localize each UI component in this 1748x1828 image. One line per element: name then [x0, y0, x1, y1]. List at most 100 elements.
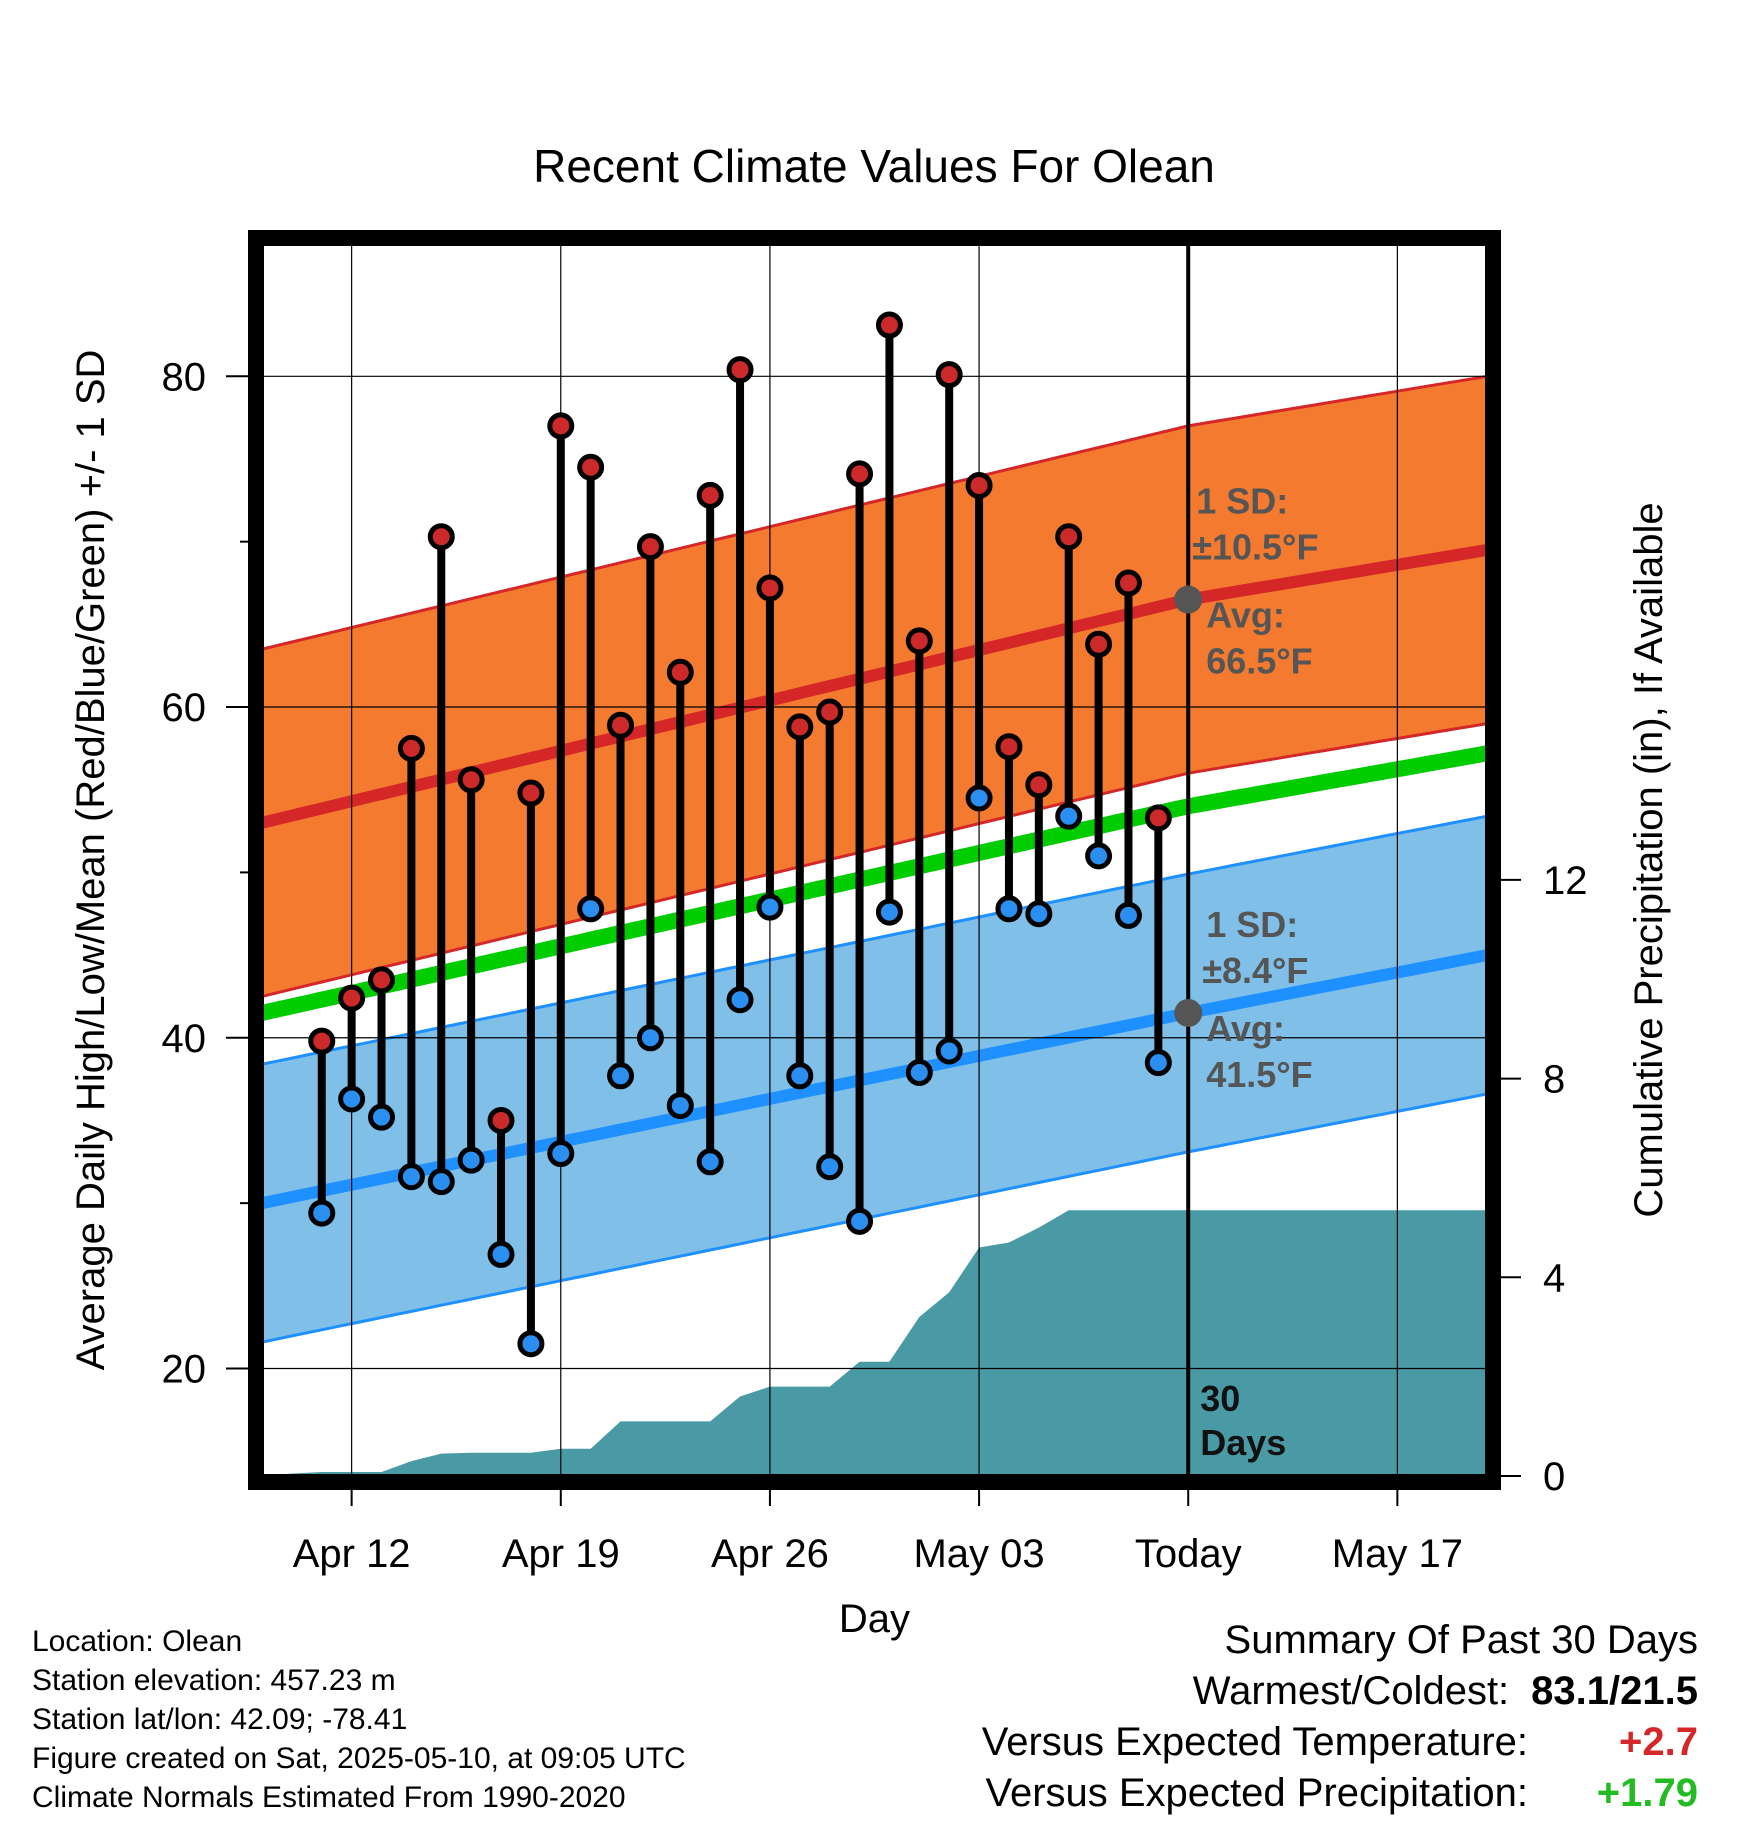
x-tick-label: Apr 12 — [293, 1532, 411, 1576]
obs-low-dot — [1055, 802, 1083, 830]
obs-high-dot — [636, 533, 664, 561]
obs-low-dot — [875, 898, 903, 926]
obs-high-dot — [786, 713, 814, 741]
obs-high-dot — [905, 627, 933, 655]
temp-label: Versus Expected Temperature: — [981, 1720, 1528, 1764]
precip-value: +1.79 — [1596, 1771, 1698, 1815]
y-axis-label: Average Daily High/Low/Mean (Red/Blue/Gr… — [69, 350, 113, 1371]
low-sd-upper-line — [262, 814, 1487, 1066]
x-tick-label: Today — [1135, 1532, 1242, 1576]
x-tick-label: May 03 — [913, 1532, 1044, 1576]
obs-high-dot — [427, 523, 455, 551]
obs-high-dot — [577, 453, 605, 481]
days-count: 30 — [1200, 1378, 1240, 1419]
summary-precip-row: Versus Expected Precipitation: +1.79 — [982, 1768, 1698, 1819]
obs-high-dot — [1055, 523, 1083, 551]
obs-high-dot — [487, 1106, 515, 1134]
station-info: Location: Olean Station elevation: 457.2… — [32, 1622, 686, 1817]
obs-low-dot — [666, 1092, 694, 1120]
obs-high-dot — [965, 471, 993, 499]
obs-high-dot — [547, 412, 575, 440]
obs-low-dot — [995, 895, 1023, 923]
precip-label: Versus Expected Precipitation: — [985, 1771, 1528, 1815]
obs-high-dot — [846, 460, 874, 488]
high-sd-value: ±10.5°F — [1192, 527, 1318, 568]
obs-low-dot — [308, 1199, 336, 1227]
obs-low-dot — [726, 986, 754, 1014]
obs-low-dot — [696, 1148, 724, 1176]
obs-low-dot — [786, 1062, 814, 1090]
normal-mean-line — [262, 745, 1487, 1021]
annotations: 1 SD: ±10.5°F Avg: 66.5°F 1 SD: ±8.4°F Avg: 41.… — [1192, 481, 1318, 1463]
obs-high-dot — [816, 698, 844, 726]
obs-low-dot — [427, 1168, 455, 1196]
obs-high-dot — [397, 734, 425, 762]
obs-low-dot — [338, 1085, 366, 1113]
summary-temp-row: Versus Expected Temperature: +2.7 — [982, 1717, 1698, 1768]
obs-low-dot — [816, 1153, 844, 1181]
days-label: Days — [1200, 1422, 1286, 1463]
y2-axis-label: Cumulative Precipitation (in), If Availa… — [1627, 502, 1671, 1217]
high-sd-band — [262, 376, 1487, 997]
y-tick-label: 60 — [162, 686, 207, 730]
obs-high-dot — [338, 984, 366, 1012]
obs-low-dot — [756, 893, 784, 921]
location-text: Location: Olean — [32, 1625, 243, 1658]
summary-panel: Summary Of Past 30 Days Warmest/Coldest:… — [982, 1615, 1698, 1819]
low-avg-label: Avg: — [1206, 1008, 1285, 1049]
obs-low-dot — [487, 1240, 515, 1268]
obs-high-dot — [696, 481, 724, 509]
precipitation-area — [262, 1210, 1487, 1476]
obs-high-dot — [308, 1027, 336, 1055]
obs-low-dot — [905, 1058, 933, 1086]
normals-text: Climate Normals Estimated From 1990-2020 — [32, 1781, 626, 1814]
latlon-text: Station lat/lon: 42.09; -78.41 — [32, 1703, 408, 1736]
obs-low-dot — [846, 1207, 874, 1235]
obs-low-dot — [1085, 842, 1113, 870]
temp-value: +2.7 — [1619, 1720, 1698, 1764]
obs-low-dot — [1144, 1049, 1172, 1077]
obs-low-dot — [457, 1146, 485, 1174]
obs-low-dot — [636, 1024, 664, 1052]
obs-high-dot — [995, 733, 1023, 761]
warm-cold-value: 83.1/21.5 — [1531, 1669, 1698, 1713]
axes: Apr 12 Apr 19 Apr 26 May 03 Today May 17 Day 20… — [69, 230, 1671, 1641]
today-low-marker — [1174, 998, 1203, 1027]
obs-high-dot — [607, 711, 635, 739]
obs-high-dot — [1114, 569, 1142, 597]
today-high-marker — [1174, 585, 1203, 614]
y2-tick-label: 12 — [1543, 859, 1588, 903]
obs-high-dot — [1025, 771, 1053, 799]
obs-high-dot — [457, 766, 485, 794]
high-sd-label: 1 SD: — [1196, 481, 1288, 522]
high-avg-value: 66.5°F — [1206, 641, 1312, 682]
obs-high-dot — [517, 779, 545, 807]
high-sd-upper-line — [262, 374, 1487, 651]
obs-low-dot — [547, 1140, 575, 1168]
obs-high-dot — [1085, 630, 1113, 658]
obs-low-dot — [397, 1163, 425, 1191]
obs-low-dot — [965, 784, 993, 812]
low-avg-value: 41.5°F — [1206, 1054, 1312, 1095]
obs-low-dot — [1025, 900, 1053, 928]
x-tick-label: Apr 19 — [502, 1532, 620, 1576]
plot-area — [262, 244, 1487, 1476]
low-sd-label: 1 SD: — [1206, 904, 1298, 945]
created-text: Figure created on Sat, 2025-05-10, at 09… — [32, 1742, 686, 1775]
y2-tick-label: 0 — [1543, 1455, 1565, 1499]
high-sd-lower-line — [262, 722, 1487, 998]
y-tick-label: 40 — [162, 1017, 207, 1061]
obs-low-dot — [1114, 901, 1142, 929]
warm-cold-label: Warmest/Coldest: — [1192, 1669, 1510, 1713]
obs-high-dot — [666, 658, 694, 686]
y-tick-label: 20 — [162, 1348, 207, 1392]
low-sd-value: ±8.4°F — [1202, 950, 1308, 991]
y-tick-label: 80 — [162, 355, 207, 399]
x-axis-label: Day — [839, 1597, 910, 1641]
summary-heading: Summary Of Past 30 Days — [1224, 1618, 1698, 1662]
obs-high-dot — [1144, 804, 1172, 832]
summary-warm-cold-row: Warmest/Coldest: 83.1/21.5 — [982, 1666, 1698, 1717]
x-tick-label: May 17 — [1332, 1532, 1463, 1576]
obs-high-dot — [756, 574, 784, 602]
